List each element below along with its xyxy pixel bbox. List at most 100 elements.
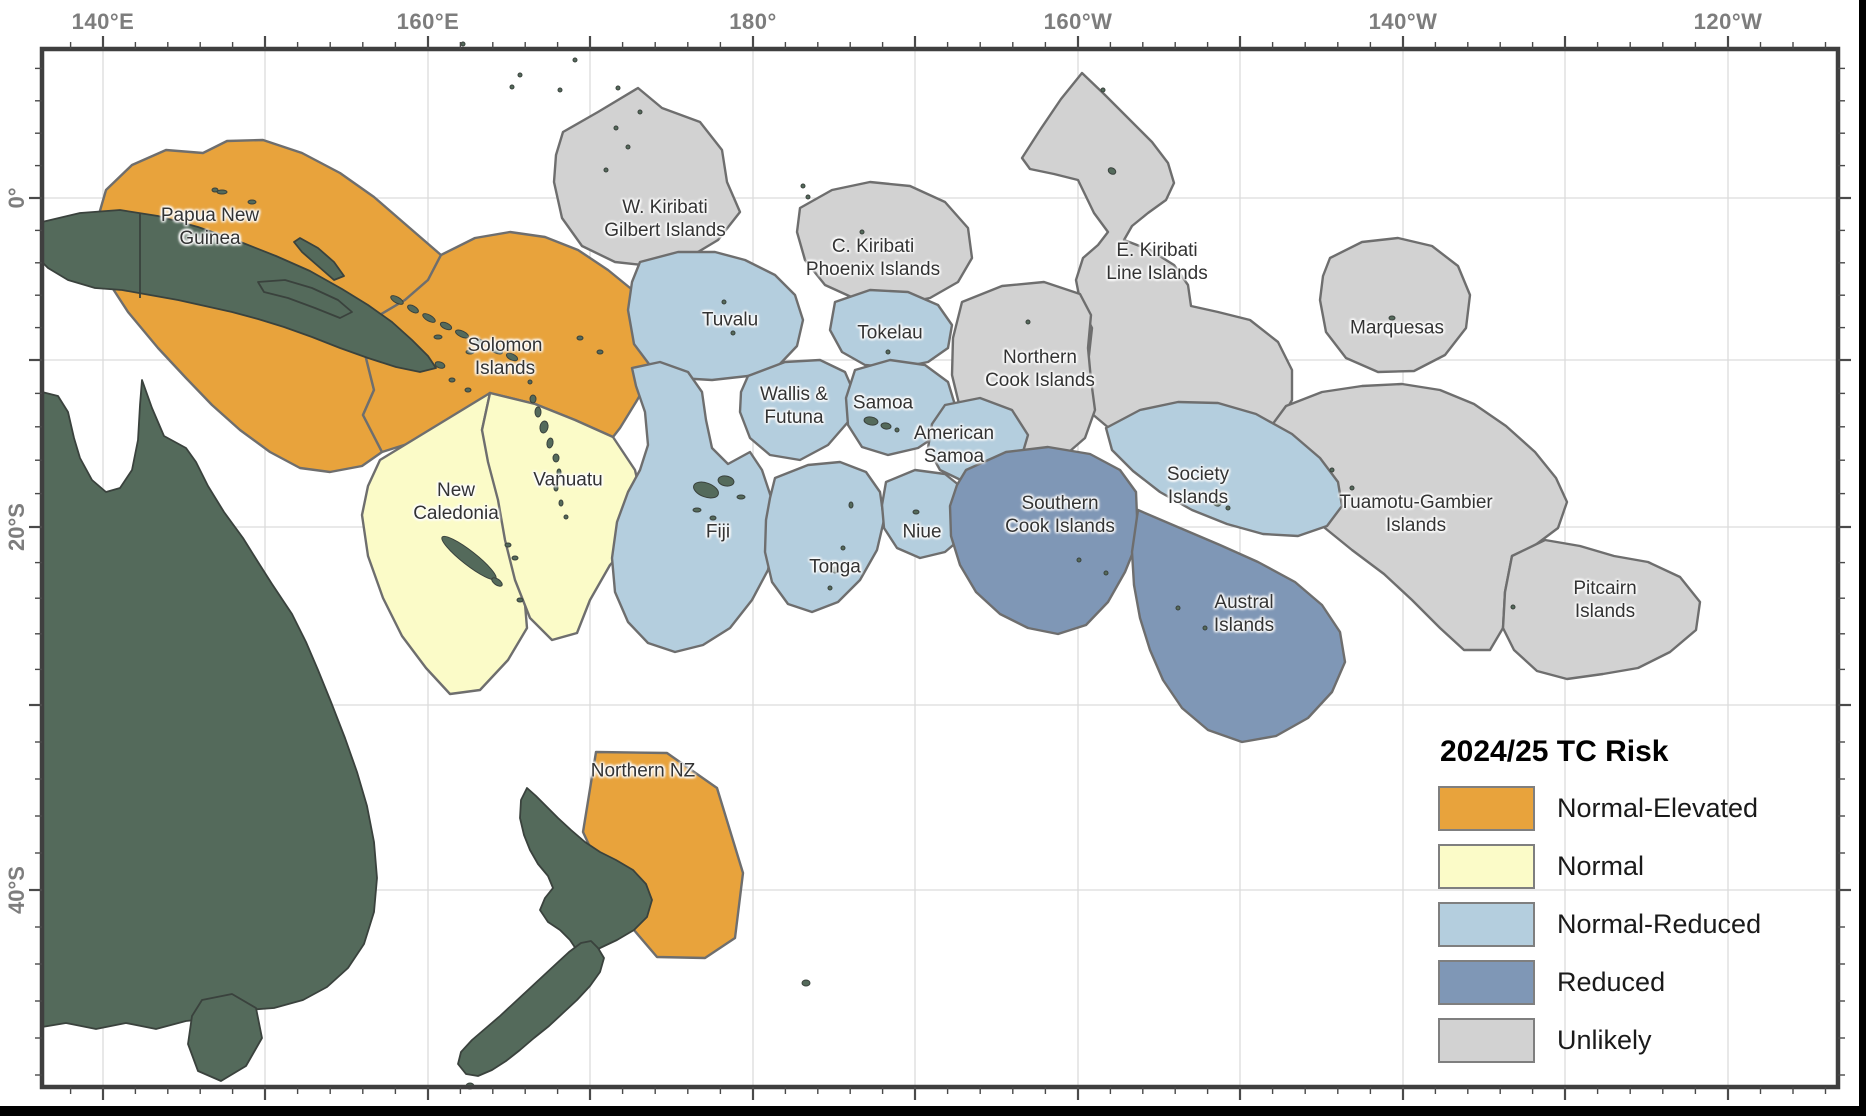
island-dot [534,406,542,418]
island-dot [558,499,564,507]
legend-label-unlikely: Unlikely [1557,1024,1652,1055]
island-dot [613,125,619,131]
island-dot [1202,495,1210,501]
island-dot [460,41,466,47]
axis-tick-label-160-w: 160°W [1043,9,1113,34]
legend-item-normal: Normal [1414,837,1761,895]
island-dot [831,566,839,574]
island-dot [557,87,563,93]
map-frame [39,46,1841,1090]
island-dot [489,345,503,355]
island-dot [863,416,879,426]
region-label-papua-new-guinea: Papua New Guinea [160,204,260,249]
region-vanuatu [480,391,645,642]
island-dot [504,542,512,548]
axis-tick-label-120-w: 120°W [1693,9,1763,34]
region-marquesas [1318,236,1472,374]
region-fiji [610,360,777,654]
legend-label-normal: Normal [1557,850,1645,881]
island-dot [434,361,446,369]
axis-tick-label-180: 180° [729,9,777,34]
island-dot [859,229,865,235]
island-dot [596,349,604,355]
island-dot [390,295,404,305]
island-dot [524,362,536,370]
region-label-e-kiribati-line-islands: E. Kiribati Line Islands [1106,239,1208,284]
axis-tick-label-140-e: 140°E [71,9,135,34]
region-label-tonga: Tonga [809,556,861,578]
island-dot [1076,557,1082,563]
land-nz-south-island [457,940,605,1077]
island-dot [433,334,443,340]
island-dot [472,337,486,347]
island-dot [539,420,549,434]
island-dot [556,468,562,476]
island-dot [827,585,833,591]
screen-edge-bottom [0,1106,1866,1116]
island-dot [464,387,472,393]
island-dot [505,352,519,362]
island-dot [509,84,515,90]
island-dot [717,475,735,487]
island-dot [1388,315,1396,321]
island-dot [517,72,523,78]
legend-label-normal-elevated: Normal-Elevated [1557,792,1759,823]
region-label-fiji: Fiji [705,521,731,543]
island-dot [1212,499,1222,507]
island-dot [407,304,419,314]
legend-swatch-normal [1438,843,1535,889]
island-dot [912,509,920,515]
island-dot [1329,467,1335,473]
island-dot [216,189,228,195]
island-dot [529,394,537,404]
island-dot [511,555,519,561]
region-tonga [763,460,886,614]
region-label-tokelau: Tokelau [857,322,923,344]
region-label-w-kiribati-gilbert-islands: W. Kiribati Gilbert Islands [604,196,726,241]
island-dot [516,597,524,603]
island-dot [455,329,469,339]
island-dot [1103,570,1109,576]
land-new-britain [257,279,353,319]
region-label-austral-islands: Austral Islands [1213,591,1275,636]
region-label-wallis-futuna: Wallis & Futuna [760,383,828,428]
island-dot [730,330,736,336]
screen-edge-right [1859,0,1866,1116]
island-dot [552,453,560,463]
island-dot [801,979,811,987]
region-label-southern-cook-islands: Southern Cook Islands [1005,492,1115,537]
legend-item-reduced: Reduced [1414,953,1761,1011]
island-dot [572,57,578,63]
region-label-niue: Niue [902,521,942,543]
legend-title: 2024/25 TC Risk [1440,735,1669,768]
island-dot [625,144,631,150]
region-label-society-islands: Society Islands [1166,463,1230,508]
axis-tick-label-40-s: 40°S [4,866,29,914]
axis-tick-label-0: 0° [4,187,29,209]
island-dot [692,507,702,513]
island-dot [721,299,727,305]
axis-tick-label-140-w: 140°W [1368,9,1438,34]
region-label-northern-cook-islands: Northern Cook Islands [985,346,1095,391]
region-label-marquesas: Marquesas [1350,317,1444,339]
region-w-kiribati-gilbert-islands [552,86,742,268]
island-dot [693,481,719,499]
axis-tick-label-20-s: 20°S [4,503,29,551]
region-society-islands [1104,400,1344,538]
island-dot [247,199,257,205]
region-label-c-kiribati-phoenix-islands: C. Kiribati Phoenix Islands [805,235,941,280]
island-dot [805,194,811,200]
island-dot [465,349,475,355]
island-dot [637,109,643,115]
island-dot [1175,605,1181,611]
region-label-american-samoa: American Samoa [913,422,995,467]
island-dot [1405,329,1413,335]
region-austral-islands [1130,508,1347,744]
island-dot [563,514,569,520]
island-dot [1025,319,1031,325]
region-pitcairn-islands [1501,538,1702,681]
legend-item-normal-elevated: Normal-Elevated [1414,779,1761,837]
axis-tick-label-160-e: 160°E [396,9,460,34]
island-dot [211,187,219,193]
island-dot [576,335,584,341]
